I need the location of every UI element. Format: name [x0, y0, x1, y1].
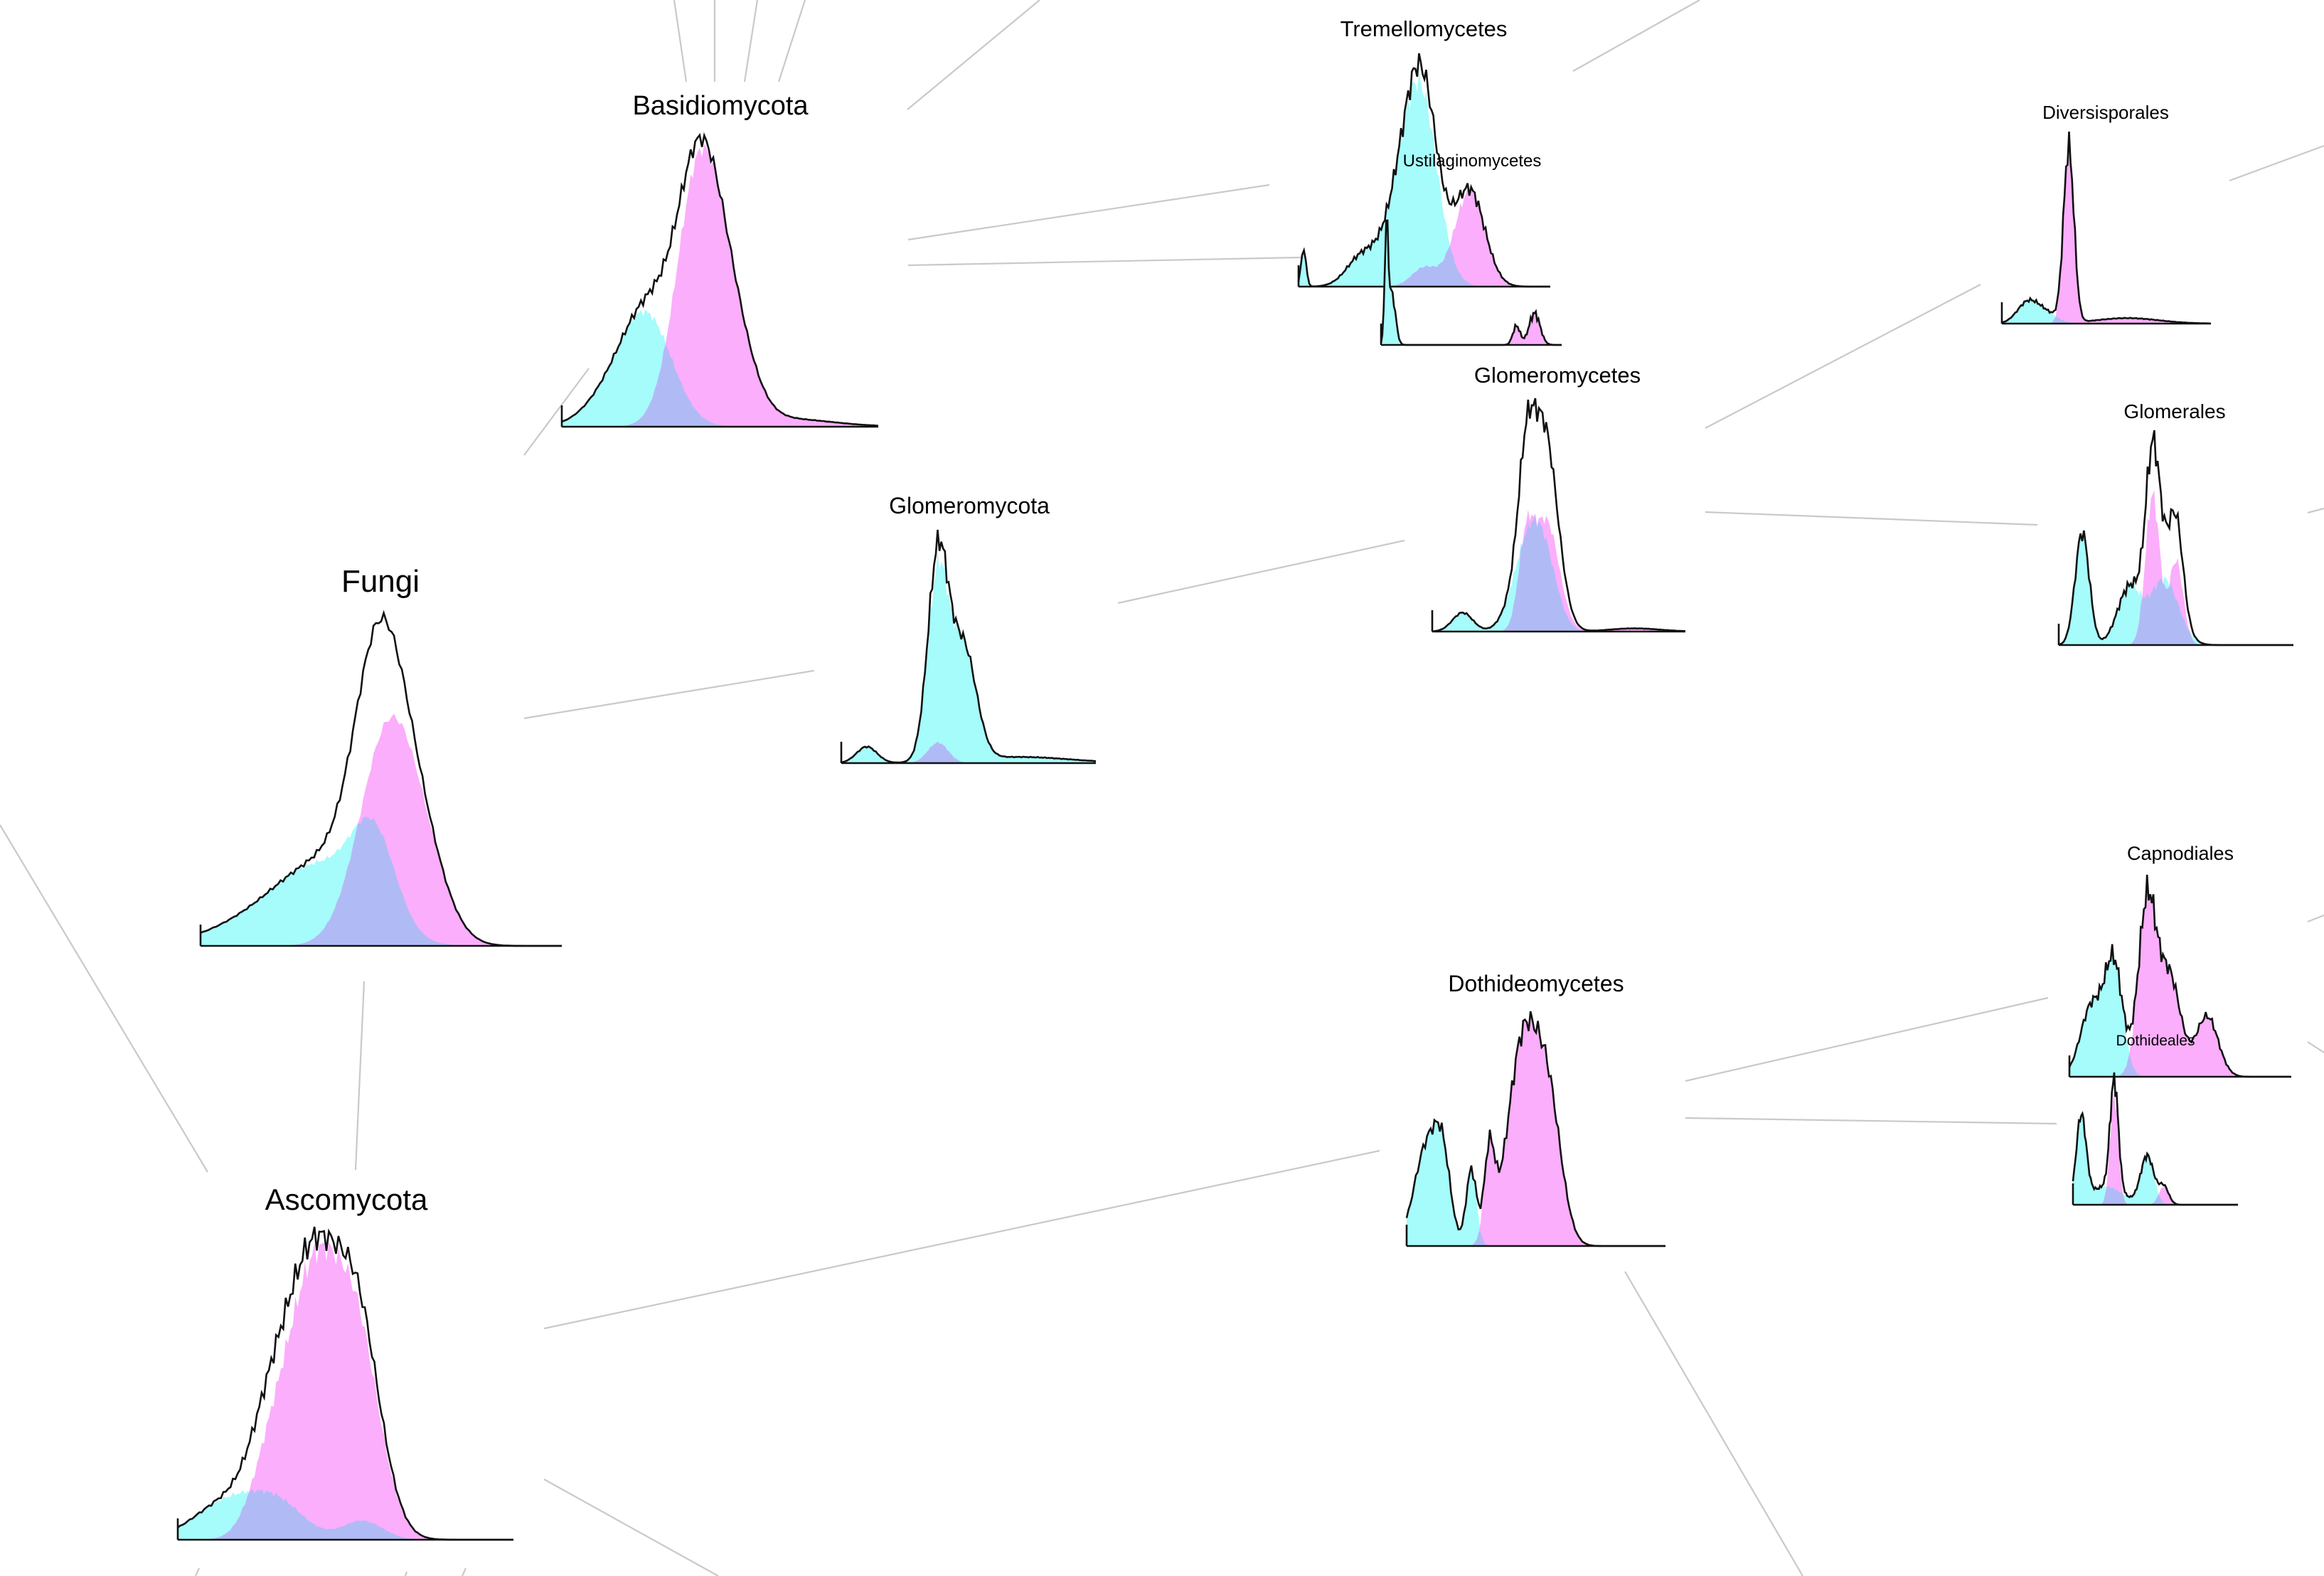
- density-cyan-area: [1407, 1119, 1665, 1246]
- tree-edge: [0, 824, 208, 1173]
- label-glomeromycetes: Glomeromycetes: [1473, 363, 1641, 388]
- tree-edge: [2307, 1041, 2324, 1053]
- density-magenta-area: [1381, 311, 1562, 345]
- plot-dothideales: [2072, 1072, 2238, 1206]
- tree-edge: [743, 0, 759, 82]
- tree-edge: [461, 1567, 467, 1576]
- plot-layer: [176, 53, 2293, 1541]
- plot-ascomycota: [176, 1226, 513, 1541]
- plot-tremellomycetes: [1297, 53, 1550, 288]
- density-overlap-area: [201, 816, 562, 946]
- tree-edge: [194, 1567, 201, 1576]
- tree-edge: [1705, 284, 1981, 429]
- density-overlap-area: [1432, 516, 1685, 632]
- label-ascomycota: Ascomycota: [265, 1183, 428, 1216]
- tree-edge: [2307, 507, 2324, 514]
- plot-diversisporales: [2000, 131, 2211, 325]
- density-cyan-area: [1299, 72, 1550, 287]
- density-magenta-area: [562, 144, 878, 427]
- density-magenta-area: [2059, 490, 2293, 645]
- density-outline: [561, 132, 879, 427]
- plot-fungi: [199, 609, 562, 947]
- plot-basidiomycota: [560, 132, 879, 428]
- plot-glomeromycota: [840, 529, 1096, 765]
- density-overlap-area: [2059, 577, 2293, 645]
- tree-edge: [777, 0, 806, 82]
- label-dothideales: Dothideales: [2116, 1033, 2195, 1049]
- tree-edge: [907, 0, 1040, 110]
- tree-edge: [523, 669, 815, 720]
- tree-edge: [404, 1571, 408, 1576]
- density-magenta-area: [1432, 509, 1685, 632]
- tree-edge: [1705, 511, 2038, 526]
- density-magenta-area: [1407, 1011, 1665, 1246]
- tree-edge: [1572, 0, 1700, 72]
- tree-edge: [2307, 914, 2324, 923]
- plot-glomerales: [2057, 430, 2293, 646]
- density-overlap-area: [2002, 316, 2211, 324]
- label-tremellomycetes: Tremellomycetes: [1340, 16, 1508, 41]
- tree-edge: [1685, 996, 2049, 1082]
- tree-edge: [2229, 144, 2324, 182]
- density-cyan-area: [841, 551, 1096, 763]
- label-glomerales: Glomerales: [2123, 400, 2226, 422]
- tree-edge: [1117, 539, 1405, 605]
- density-overlap-area: [1299, 246, 1550, 287]
- density-outline: [2001, 131, 2211, 325]
- density-outline: [841, 529, 1096, 764]
- label-basidiomycota: Basidiomycota: [632, 91, 809, 121]
- density-magenta-area: [201, 713, 562, 946]
- label-glomeromycota: Glomeromycota: [889, 493, 1050, 518]
- tree-edge: [907, 183, 1270, 241]
- label-ustilaginomycetes: Ustilaginomycetes: [1402, 151, 1542, 171]
- tree-edge: [523, 368, 590, 456]
- density-cyan-area: [2059, 531, 2293, 645]
- label-dothideomycetes: Dothideomycetes: [1448, 971, 1624, 996]
- plot-dothideomycetes: [1405, 1011, 1665, 1247]
- tree-edge: [907, 256, 1302, 267]
- tree-edge: [1624, 1271, 1803, 1576]
- density-overlap-area: [2073, 1186, 2238, 1205]
- density-magenta-area: [2002, 133, 2211, 324]
- tree-edge: [1685, 1117, 2057, 1125]
- plot-ustilaginomycetes: [1380, 219, 1562, 346]
- density-magenta-area: [2069, 875, 2291, 1077]
- density-cyan-area: [562, 309, 878, 427]
- tree-edge: [354, 981, 366, 1171]
- tree-edge: [543, 1149, 1380, 1330]
- tree-edge: [673, 0, 688, 82]
- density-cyan-area: [2073, 1113, 2238, 1205]
- tree-edge: [543, 1479, 719, 1576]
- label-diversisporales: Diversisporales: [2042, 102, 2169, 123]
- density-overlap-area: [178, 1489, 513, 1540]
- density-magenta-area: [2073, 1089, 2238, 1205]
- label-fungi: Fungi: [341, 564, 420, 599]
- density-overlap-area: [2069, 1054, 2291, 1077]
- density-outline: [1297, 53, 1550, 288]
- density-outline: [1432, 398, 1686, 632]
- density-magenta-area: [1299, 188, 1550, 287]
- label-capnodiales: Capnodiales: [2126, 843, 2234, 864]
- density-cyan-area: [2002, 298, 2211, 324]
- plot-glomeromycetes: [1431, 398, 1686, 633]
- plot-capnodiales: [2068, 874, 2291, 1078]
- density-magenta-area: [178, 1242, 513, 1540]
- density-cyan-area: [2069, 944, 2291, 1077]
